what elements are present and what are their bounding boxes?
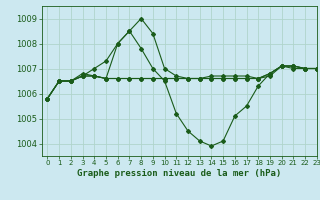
X-axis label: Graphe pression niveau de la mer (hPa): Graphe pression niveau de la mer (hPa) [77, 169, 281, 178]
